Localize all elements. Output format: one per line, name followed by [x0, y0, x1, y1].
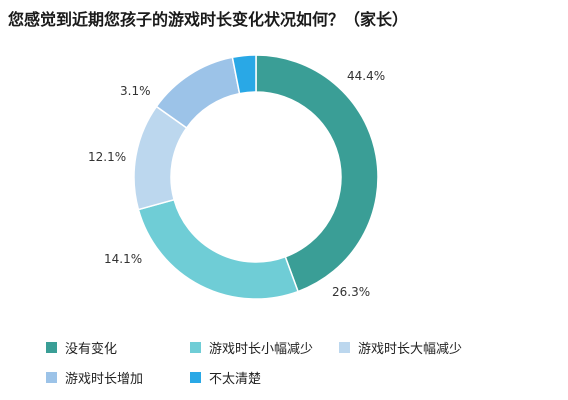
- data-label-no-change: 44.4%: [347, 69, 385, 83]
- chart-title: 您感觉到近期您孩子的游戏时长变化状况如何？（家长）: [8, 10, 409, 29]
- data-label-slight-decrease: 26.3%: [332, 285, 370, 299]
- donut-slice-no-change: [255, 54, 379, 293]
- donut-slice-unsure: [231, 54, 257, 95]
- data-label-large-decrease: 14.1%: [104, 252, 142, 266]
- data-label-increase: 12.1%: [88, 150, 126, 164]
- donut-slice-slight-decrease: [137, 198, 300, 300]
- data-label-unsure: 3.1%: [120, 84, 151, 98]
